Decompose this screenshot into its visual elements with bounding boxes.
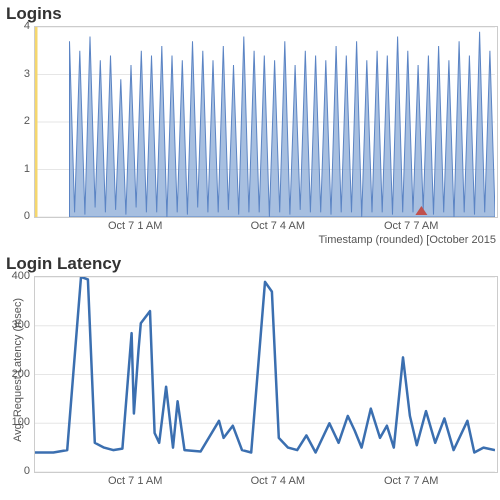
- x-tick-label: Oct 7 4 AM: [251, 475, 305, 487]
- x-tick-label: Oct 7 7 AM: [384, 220, 438, 232]
- chart-title: Logins: [0, 0, 500, 26]
- logins-plot-area: [34, 26, 498, 218]
- y-tick-label: 2: [0, 115, 30, 127]
- logins-chart: Logins Oct 7 1 AM Oct 7 4 AM Oct 7 7 AM Ti…: [0, 0, 500, 246]
- latency-plot-area: [34, 276, 498, 473]
- latency-x-axis: Oct 7 1 AM Oct 7 4 AM Oct 7 7 AM: [34, 473, 500, 489]
- y-tick-label: 4: [0, 20, 30, 32]
- y-tick-label: 1: [0, 163, 30, 175]
- x-tick-label: Oct 7 7 AM: [384, 475, 438, 487]
- y-tick-label: 200: [0, 368, 30, 380]
- y-tick-label: 400: [0, 270, 30, 282]
- y-tick-label: 100: [0, 416, 30, 428]
- y-tick-label: 3: [0, 68, 30, 80]
- y-tick-label: 0: [0, 210, 30, 222]
- x-tick-label: Oct 7 1 AM: [108, 475, 162, 487]
- latency-chart: Login Latency Avg. Request Latency (msec…: [0, 250, 500, 489]
- x-tick-label: Oct 7 1 AM: [108, 220, 162, 232]
- y-tick-label: 300: [0, 319, 30, 331]
- y-tick-label: 0: [0, 465, 30, 477]
- x-axis-title: Timestamp (rounded) [October 2015: [0, 234, 500, 246]
- chart-title: Login Latency: [0, 250, 500, 276]
- x-tick-label: Oct 7 4 AM: [251, 220, 305, 232]
- logins-x-axis: Oct 7 1 AM Oct 7 4 AM Oct 7 7 AM: [34, 218, 500, 234]
